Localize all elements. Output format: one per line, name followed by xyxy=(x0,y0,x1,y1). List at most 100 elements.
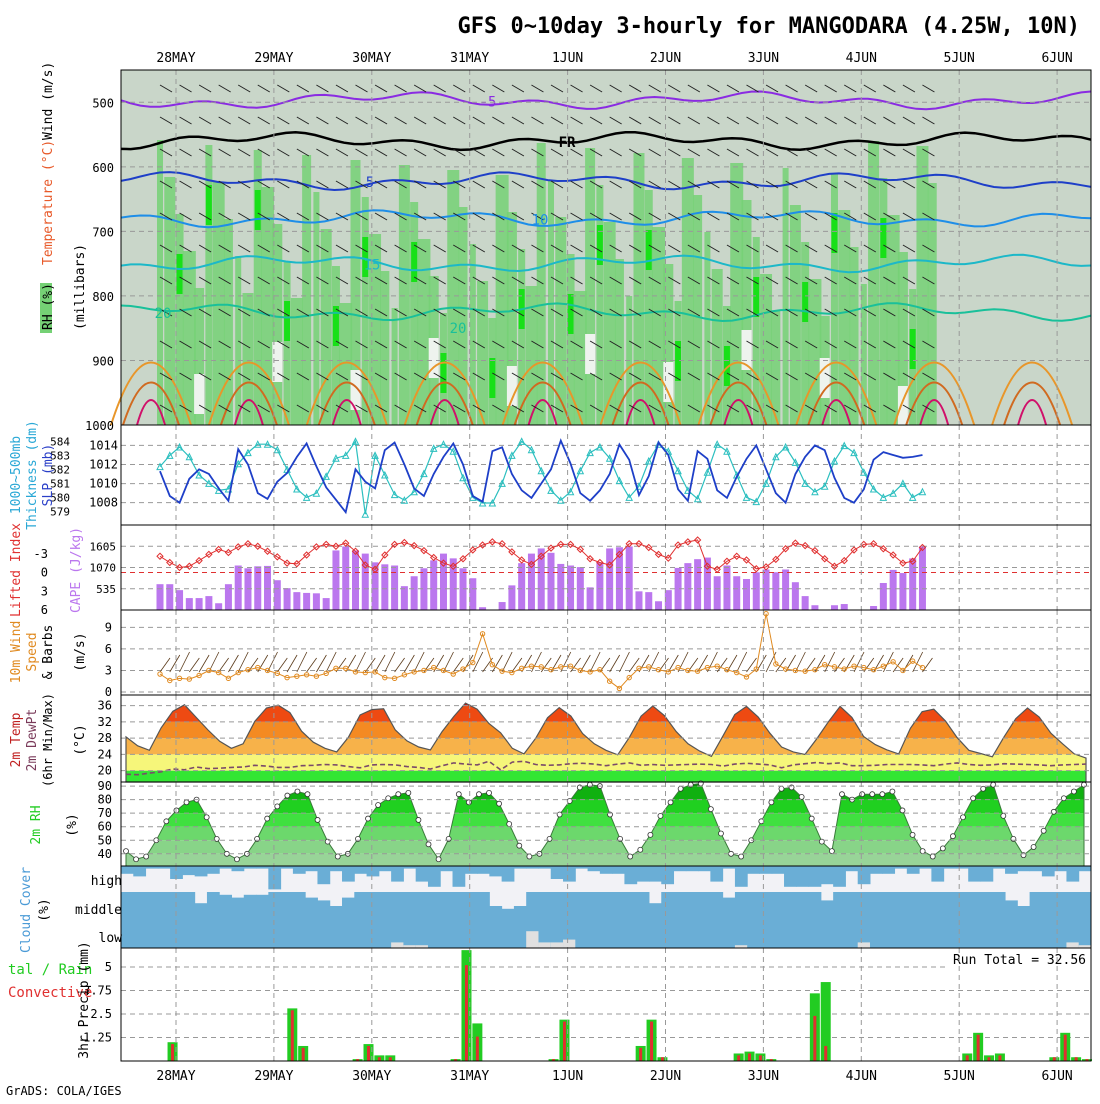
thickness-point xyxy=(400,496,409,504)
upper-wind-barb xyxy=(648,148,662,157)
rh-tick-label: 90 xyxy=(98,779,112,793)
upper-wind-barb xyxy=(668,404,681,413)
cloud-level-label: middle xyxy=(75,903,122,918)
upper-wind-barb xyxy=(922,84,935,93)
upper-wind-barb xyxy=(159,84,173,93)
thickness-point xyxy=(703,468,712,476)
rh-saturated-patch xyxy=(753,277,760,317)
upper-wind-barb xyxy=(824,84,837,93)
precip-convective-bar xyxy=(1052,1057,1056,1061)
upper-wind-barb xyxy=(922,244,935,253)
li-point xyxy=(645,543,653,552)
wind-barb xyxy=(316,654,327,673)
wind-barb xyxy=(570,657,581,673)
cloud-low-base xyxy=(489,920,503,948)
upper-wind-barb xyxy=(511,244,525,253)
thickness-point xyxy=(615,476,624,485)
rh-dry-patch xyxy=(194,374,205,414)
rh-moist-column xyxy=(886,215,900,425)
wind-barb xyxy=(286,654,298,673)
rh-point xyxy=(879,791,886,798)
upper-wind-barb xyxy=(452,84,466,93)
cloud-middle-cell xyxy=(145,892,159,920)
wind-point xyxy=(245,667,251,673)
cloud-middle-cell xyxy=(612,892,625,920)
upper-wind-barb xyxy=(277,180,290,189)
rh-moist-column xyxy=(652,227,666,425)
upper-wind-barb xyxy=(648,308,662,317)
upper-wind-barb xyxy=(628,84,642,93)
rh-point xyxy=(294,788,301,795)
upper-wind-barb xyxy=(257,276,271,285)
upper-wind-barb xyxy=(843,116,857,125)
upper-wind-barb xyxy=(570,244,583,253)
wind-barb xyxy=(306,657,317,673)
wind-barb xyxy=(394,657,405,673)
rh-point xyxy=(264,815,271,822)
cloud-low-base xyxy=(427,920,441,948)
cape-bar xyxy=(371,562,379,610)
upper-wind-barb xyxy=(668,244,681,253)
upper-wind-barb xyxy=(726,116,740,125)
upper-wind-barb xyxy=(413,244,427,253)
rh-band xyxy=(126,840,1084,854)
cloud-low-base xyxy=(1066,920,1080,948)
cloud-low-base xyxy=(722,920,736,948)
upper-wind-barb xyxy=(257,244,271,253)
upper-wind-barb xyxy=(550,340,564,349)
cape-bar xyxy=(615,547,623,610)
rh-dry-patch xyxy=(741,330,752,370)
cloud-low-base xyxy=(538,920,552,948)
cloud-middle-cell xyxy=(784,892,797,920)
rh-dry-patch xyxy=(585,334,596,374)
upper-wind-barb xyxy=(687,180,701,189)
rh-point xyxy=(798,794,805,800)
isotherm-30-loop xyxy=(1003,381,1062,426)
cloud-low-gap xyxy=(734,945,748,948)
date-label-top: 3JUN xyxy=(748,51,779,66)
upper-wind-barb xyxy=(609,84,622,93)
li-point xyxy=(772,555,780,564)
upper-wind-barb xyxy=(335,276,349,285)
cloud-high-cell xyxy=(268,866,282,890)
upper-wind-barb xyxy=(883,340,896,349)
upper-wind-barb xyxy=(257,340,271,349)
rh-moist-column xyxy=(741,200,752,425)
rh-moist-column xyxy=(447,170,460,425)
rh-moist-column xyxy=(417,239,431,425)
wind-barb xyxy=(892,657,904,673)
upper-wind-barb xyxy=(257,372,271,381)
upper-wind-barb xyxy=(316,180,329,189)
rh-point xyxy=(143,853,150,860)
upper-wind-barb xyxy=(883,212,896,221)
cloud-high-cell xyxy=(501,866,515,882)
isotherm-line xyxy=(120,209,1092,229)
thickness-point xyxy=(537,466,546,475)
upper-wind-barb xyxy=(492,276,505,285)
cape-bar xyxy=(909,558,917,610)
cloud-axis-label: Cloud Cover xyxy=(19,867,34,953)
upper-wind-barb xyxy=(159,148,173,157)
cloud-high-cell xyxy=(231,866,245,872)
cloud-low-base xyxy=(206,920,220,948)
rh-point xyxy=(234,856,240,863)
upper-wind-barb xyxy=(589,180,603,189)
rh-moist-column xyxy=(212,182,225,425)
wind-point xyxy=(313,673,320,679)
cloud-low-gap xyxy=(550,942,564,948)
li-point xyxy=(429,553,438,562)
cloud-low-base xyxy=(612,920,625,948)
cloud-high-cell xyxy=(342,866,355,882)
upper-wind-barb xyxy=(198,276,212,285)
cloud-high-cell xyxy=(685,866,699,872)
thickness-point xyxy=(791,458,800,466)
cloud-low-base xyxy=(919,920,932,948)
upper-wind-barb xyxy=(804,180,818,189)
li-point xyxy=(351,547,360,555)
precip-convective-bar xyxy=(356,1059,360,1061)
isotherm-30-loop xyxy=(122,381,180,426)
wind-point xyxy=(470,659,476,666)
upper-wind-barb xyxy=(237,404,251,413)
precip-convective-bar xyxy=(987,1057,991,1061)
cloud-low-base xyxy=(366,920,380,948)
